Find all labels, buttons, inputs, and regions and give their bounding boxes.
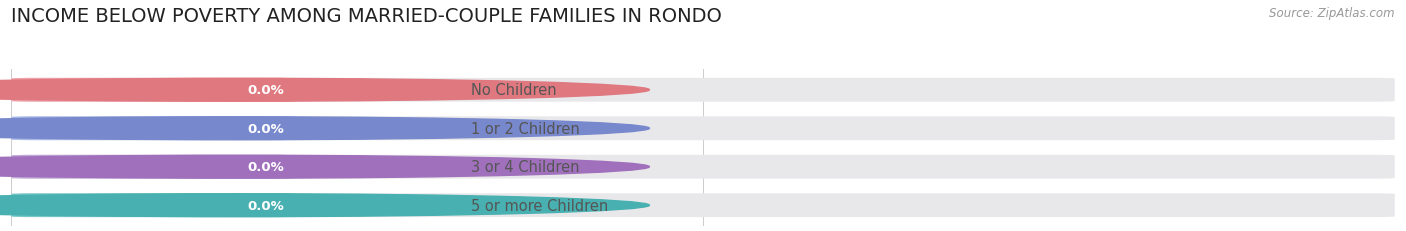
Circle shape [0,194,650,217]
Text: 1 or 2 Children: 1 or 2 Children [471,121,579,136]
FancyBboxPatch shape [11,155,1395,179]
FancyBboxPatch shape [11,79,1395,102]
FancyBboxPatch shape [11,117,1395,140]
Circle shape [0,156,650,178]
Text: 0.0%: 0.0% [247,122,284,135]
FancyBboxPatch shape [11,193,295,217]
Text: 5 or more Children: 5 or more Children [471,198,609,213]
Text: INCOME BELOW POVERTY AMONG MARRIED-COUPLE FAMILIES IN RONDO: INCOME BELOW POVERTY AMONG MARRIED-COUPL… [11,7,723,26]
Text: No Children: No Children [471,83,557,98]
FancyBboxPatch shape [11,117,295,140]
Text: 3 or 4 Children: 3 or 4 Children [471,160,579,174]
FancyBboxPatch shape [11,193,1395,217]
FancyBboxPatch shape [11,155,295,179]
FancyBboxPatch shape [11,79,295,102]
Text: 0.0%: 0.0% [247,161,284,173]
Text: Source: ZipAtlas.com: Source: ZipAtlas.com [1270,7,1395,20]
Text: 0.0%: 0.0% [247,199,284,212]
Text: 0.0%: 0.0% [247,84,284,97]
Circle shape [0,79,650,102]
Circle shape [0,117,650,140]
